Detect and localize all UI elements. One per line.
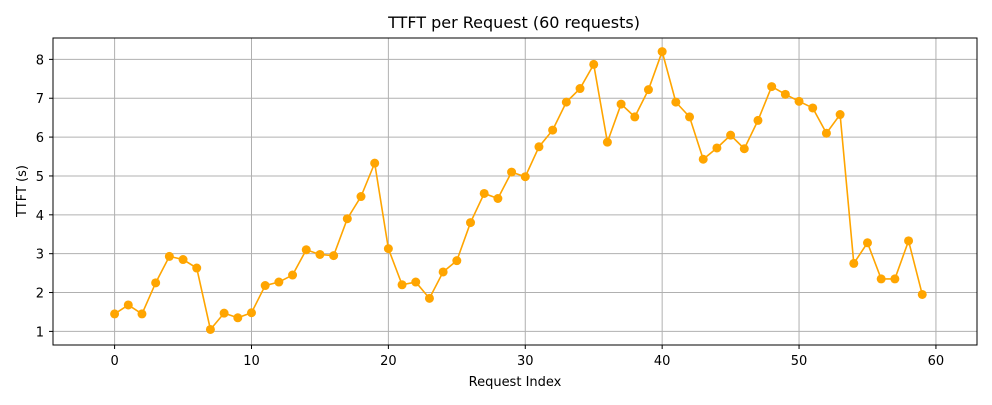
- data-point: [383, 244, 393, 254]
- y-axis-label: TTFT (s): [15, 165, 30, 218]
- data-point: [890, 274, 900, 284]
- data-point: [575, 84, 585, 94]
- y-tick-label: 3: [36, 248, 44, 263]
- data-point: [808, 103, 818, 113]
- data-point: [698, 154, 708, 164]
- plot-frame: [52, 37, 978, 346]
- data-point: [904, 236, 914, 246]
- data-point: [862, 238, 872, 248]
- data-point: [780, 89, 790, 99]
- y-tick-label: 7: [36, 92, 44, 107]
- data-point: [356, 192, 366, 202]
- data-point: [726, 130, 736, 140]
- data-point: [534, 142, 544, 152]
- x-tick-label: 10: [243, 354, 260, 369]
- data-point: [164, 251, 174, 261]
- series-layer: [110, 47, 927, 334]
- data-point: [397, 280, 407, 290]
- y-tick-label: 8: [36, 53, 44, 68]
- data-point: [301, 245, 311, 255]
- data-point: [548, 125, 558, 135]
- x-tick-label: 20: [380, 354, 397, 369]
- data-point: [561, 97, 571, 107]
- data-point: [616, 99, 626, 109]
- data-point: [438, 267, 448, 277]
- y-tick-label: 4: [36, 209, 44, 224]
- data-point: [137, 309, 147, 319]
- data-point: [821, 128, 831, 138]
- data-point: [288, 270, 298, 280]
- data-point: [712, 143, 722, 153]
- data-point: [342, 214, 352, 224]
- data-point: [479, 188, 489, 198]
- data-point: [219, 308, 229, 318]
- data-point: [657, 47, 667, 57]
- data-point: [520, 172, 530, 182]
- x-tick-label: 0: [110, 354, 118, 369]
- data-point: [274, 277, 284, 287]
- data-point: [917, 289, 927, 299]
- data-point: [849, 258, 859, 268]
- x-tick-label: 60: [928, 354, 945, 369]
- data-point: [685, 112, 695, 122]
- data-point: [767, 82, 777, 92]
- data-point: [753, 115, 763, 125]
- tick-layer: 0 10 20 30 40 50 60 1 2 3 4 5 6 7 8: [36, 53, 944, 369]
- data-point: [630, 112, 640, 122]
- x-axis-label: Request Index: [469, 375, 562, 390]
- data-point: [507, 167, 517, 177]
- data-point: [178, 255, 188, 265]
- x-tick-label: 50: [791, 354, 808, 369]
- data-point: [233, 313, 243, 323]
- y-tick-label: 1: [36, 325, 44, 340]
- data-point: [151, 278, 161, 288]
- data-point: [671, 97, 681, 107]
- series-line: [114, 48, 924, 332]
- data-point: [835, 110, 845, 120]
- data-point: [110, 309, 120, 319]
- data-point: [315, 249, 325, 259]
- y-tick-label: 2: [36, 287, 44, 302]
- y-tick-label: 6: [36, 131, 44, 146]
- data-point: [602, 137, 612, 147]
- data-point: [493, 193, 503, 203]
- data-point: [876, 274, 886, 284]
- data-point: [739, 144, 749, 154]
- data-point: [589, 59, 599, 69]
- data-point: [329, 251, 339, 261]
- x-tick-label: 30: [517, 354, 534, 369]
- data-point: [794, 96, 804, 106]
- data-point: [466, 218, 476, 228]
- data-point: [370, 158, 380, 168]
- data-point: [192, 263, 202, 273]
- grid-layer: [53, 38, 977, 345]
- chart-title: TTFT per Request (60 requests): [387, 13, 640, 32]
- data-point: [260, 281, 270, 291]
- data-point: [452, 256, 462, 266]
- data-point: [643, 85, 653, 95]
- x-tick-label: 40: [654, 354, 671, 369]
- data-point: [424, 293, 434, 303]
- data-point: [246, 308, 256, 318]
- y-tick-label: 5: [36, 170, 44, 185]
- data-point: [411, 277, 421, 287]
- data-point: [205, 324, 215, 334]
- data-point: [123, 300, 133, 310]
